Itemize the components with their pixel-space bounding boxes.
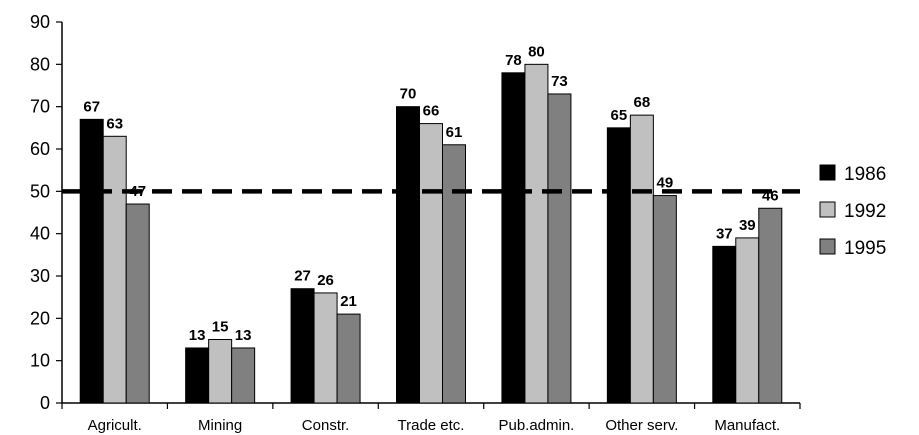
- x-category-label: Pub.admin.: [498, 417, 574, 434]
- x-category-label: Manufact.: [714, 417, 780, 434]
- legend-label: 1986: [844, 164, 886, 185]
- bar-1986: [396, 106, 420, 404]
- y-tick-label: 70: [30, 97, 50, 117]
- bar-1995: [547, 93, 572, 404]
- bar-1986: [185, 347, 210, 404]
- y-tick-label: 30: [30, 266, 50, 286]
- bar-1995: [336, 313, 361, 404]
- y-tick-label: 50: [30, 181, 50, 201]
- bar-1986: [606, 127, 631, 404]
- data-label: 80: [528, 43, 545, 60]
- data-label: 39: [739, 217, 756, 234]
- plot-area: 0 10 20 30 40 50 60 70 80 90 Agricult. Mining Constr…: [30, 12, 801, 434]
- data-label: 15: [212, 319, 229, 336]
- data-label: 61: [446, 124, 463, 141]
- bar-1995: [125, 203, 150, 404]
- bar-1986: [712, 245, 737, 404]
- bar-1986: [501, 72, 526, 404]
- data-label: 13: [235, 327, 252, 344]
- data-label: 49: [657, 175, 674, 192]
- legend-label: 1995: [844, 238, 886, 259]
- y-tick-label: 20: [30, 308, 50, 328]
- data-label: 68: [634, 94, 651, 111]
- data-label: 63: [106, 115, 123, 132]
- y-tick-label: 80: [30, 54, 50, 74]
- x-category-label: Mining: [198, 417, 242, 434]
- bar-1986: [290, 288, 315, 404]
- bar-1992: [313, 292, 338, 404]
- bar-1992: [102, 135, 127, 404]
- bar-1992: [629, 114, 654, 404]
- data-label: 65: [611, 107, 628, 124]
- y-tick-label: 90: [30, 12, 50, 32]
- data-label: 21: [340, 293, 357, 310]
- y-tick-label: 40: [30, 224, 50, 244]
- data-label: 37: [716, 225, 733, 242]
- bar-1995: [231, 347, 256, 404]
- legend-swatch-1986: [819, 164, 836, 181]
- bar-1992: [208, 339, 233, 404]
- data-label: 27: [294, 268, 311, 285]
- legend-swatch-1992: [819, 201, 836, 218]
- bar-1992: [735, 237, 760, 404]
- bar-1995: [442, 144, 466, 404]
- bar-1992: [419, 123, 443, 404]
- data-label: 13: [189, 327, 206, 344]
- data-label: 67: [83, 98, 100, 115]
- bar-1986: [79, 118, 104, 404]
- x-category-label: Constr.: [302, 417, 350, 434]
- y-tick-label: 10: [30, 351, 50, 371]
- data-label: 73: [551, 73, 568, 90]
- data-label: 66: [423, 103, 440, 120]
- legend-label: 1992: [844, 201, 886, 222]
- data-label: 70: [400, 86, 417, 103]
- x-category-label: Other serv.: [605, 417, 678, 434]
- y-tick-label: 0: [40, 393, 50, 413]
- bar-1995: [652, 195, 677, 404]
- legend: 1986 1992 1995: [819, 164, 886, 259]
- x-category-label: Trade etc.: [398, 417, 465, 434]
- data-label: 78: [505, 52, 522, 69]
- legend-swatch-1995: [819, 238, 836, 255]
- bar-1992: [524, 63, 549, 404]
- data-label: 26: [317, 272, 334, 289]
- y-tick-label: 60: [30, 139, 50, 159]
- x-category-label: Agricult.: [88, 417, 142, 434]
- bar-1995: [758, 207, 783, 404]
